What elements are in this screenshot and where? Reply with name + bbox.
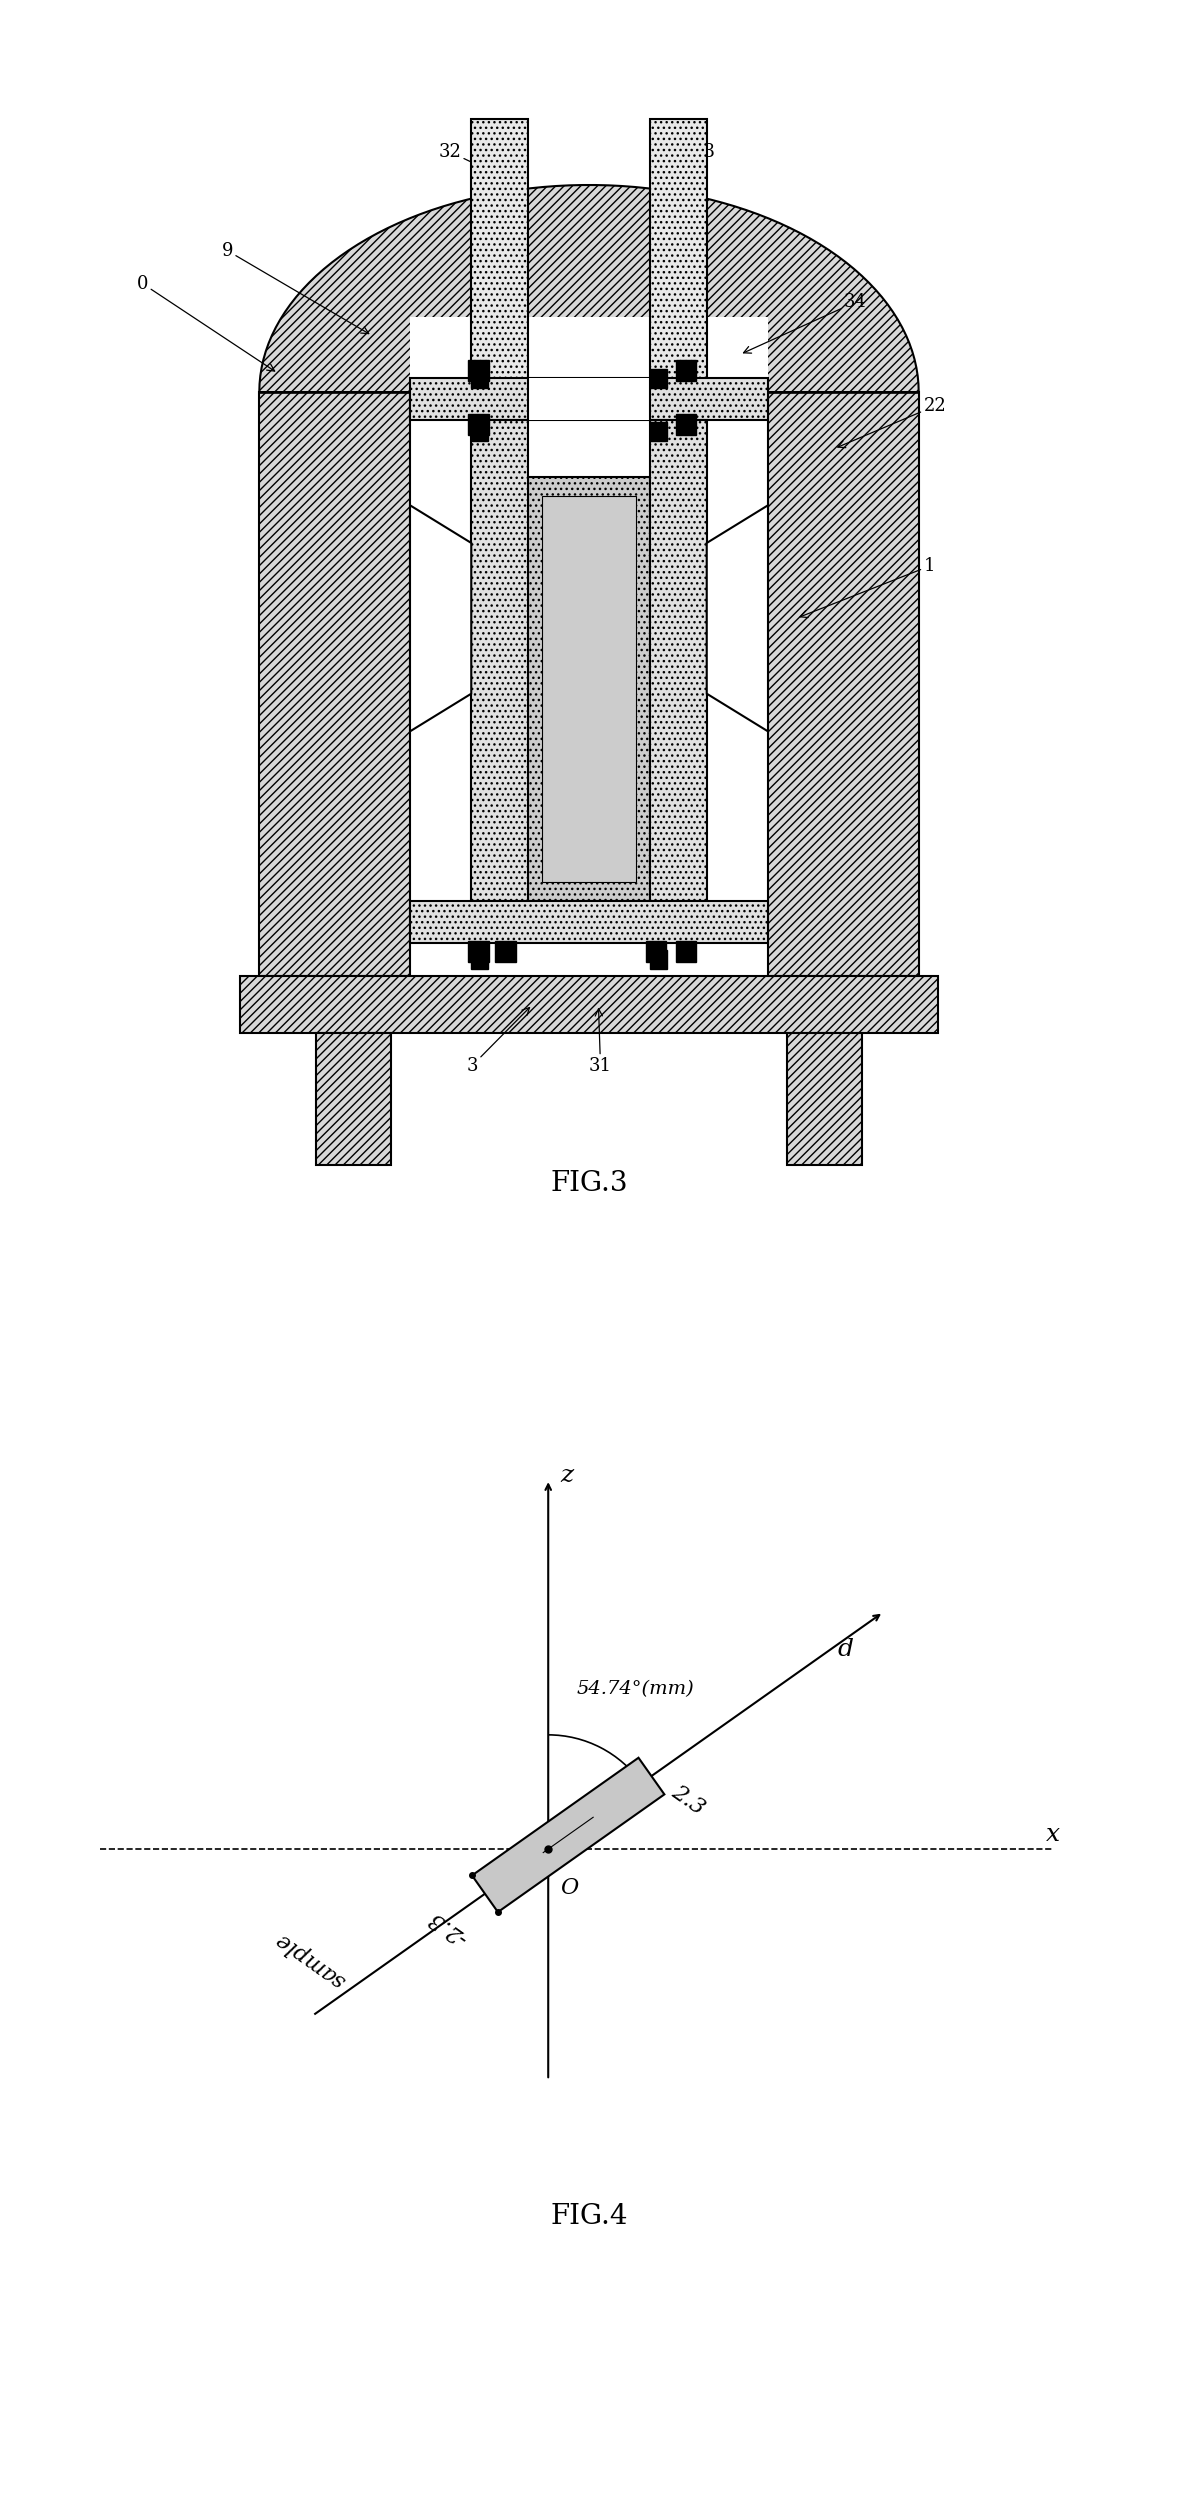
Text: 1: 1 (800, 556, 935, 619)
Polygon shape (650, 949, 667, 969)
Text: 3: 3 (466, 1007, 530, 1075)
Polygon shape (469, 413, 489, 436)
Polygon shape (472, 1759, 664, 1911)
Text: O: O (561, 1876, 578, 1899)
Text: 31: 31 (589, 1010, 613, 1075)
Polygon shape (528, 378, 650, 421)
Polygon shape (410, 316, 768, 393)
Polygon shape (650, 120, 707, 393)
Polygon shape (471, 421, 528, 902)
Text: -2.3: -2.3 (424, 1906, 471, 1949)
Text: FIG.4: FIG.4 (550, 2202, 628, 2229)
Polygon shape (707, 506, 768, 731)
Polygon shape (471, 423, 488, 441)
Polygon shape (542, 496, 636, 882)
Text: 32: 32 (438, 143, 496, 173)
Text: 54.74°(mm): 54.74°(mm) (577, 1681, 695, 1698)
Polygon shape (676, 942, 696, 962)
Polygon shape (471, 120, 528, 393)
Polygon shape (676, 361, 696, 381)
Polygon shape (646, 942, 667, 962)
Polygon shape (410, 902, 768, 944)
Polygon shape (495, 942, 516, 962)
Text: 34: 34 (743, 293, 866, 353)
Polygon shape (471, 368, 488, 388)
Text: z: z (561, 1463, 574, 1488)
Text: 33: 33 (682, 143, 715, 173)
Polygon shape (469, 361, 489, 381)
Text: sample: sample (271, 1926, 349, 1991)
Polygon shape (410, 506, 471, 731)
Polygon shape (259, 393, 410, 977)
Polygon shape (650, 423, 667, 441)
Polygon shape (471, 949, 488, 969)
Polygon shape (469, 942, 489, 962)
Text: 9: 9 (221, 240, 369, 333)
Polygon shape (787, 1032, 862, 1165)
Polygon shape (316, 1032, 391, 1165)
Text: d: d (838, 1638, 854, 1661)
Text: x: x (1046, 1824, 1060, 1846)
Polygon shape (650, 421, 707, 902)
Polygon shape (240, 977, 938, 1032)
Polygon shape (528, 476, 650, 902)
Text: 22: 22 (838, 398, 946, 448)
Polygon shape (650, 368, 667, 388)
Polygon shape (259, 185, 919, 393)
Text: 2.3: 2.3 (667, 1781, 709, 1819)
Polygon shape (768, 393, 919, 977)
Polygon shape (676, 413, 696, 436)
Polygon shape (410, 378, 768, 421)
Text: FIG.3: FIG.3 (550, 1170, 628, 1197)
Text: 0: 0 (137, 276, 274, 371)
